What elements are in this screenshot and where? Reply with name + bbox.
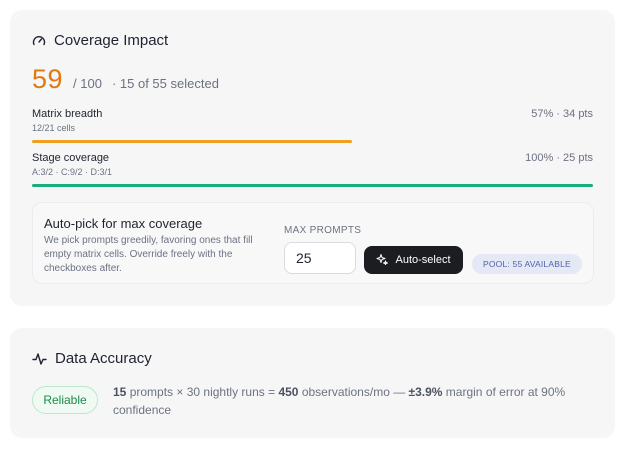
accuracy-summary: 15 prompts × 30 nightly runs = 450 obser… xyxy=(113,383,588,419)
metric-stage-coverage: Stage coverage A:3/2 · C:9/2 · D:3/1 100… xyxy=(32,152,593,188)
metric-value: 100% · 25 pts xyxy=(525,152,593,164)
metric-sub: A:3/2 · C:9/2 · D:3/1 xyxy=(32,167,113,177)
margin-value: ±3.9% xyxy=(408,385,443,399)
max-prompts-input[interactable] xyxy=(284,242,356,274)
progress-bar xyxy=(32,140,352,143)
score-row: 59 / 100 · 15 of 55 selected xyxy=(32,64,219,95)
metric-sub: 12/21 cells xyxy=(32,123,76,133)
coverage-title: Coverage Impact xyxy=(32,32,168,49)
reliability-badge: Reliable xyxy=(32,386,98,414)
autopick-description: We pick prompts greedily, favoring ones … xyxy=(44,235,253,274)
auto-select-label: Auto-select xyxy=(395,254,451,266)
gauge-icon xyxy=(32,34,46,48)
auto-select-button[interactable]: Auto-select xyxy=(364,246,463,274)
max-prompts-label: MAX PROMPTS xyxy=(284,225,362,236)
coverage-score: 59 xyxy=(32,64,64,94)
progress-bar xyxy=(32,184,593,187)
accuracy-title: Data Accuracy xyxy=(32,350,152,367)
margin-text: margin of error at 90% confidence xyxy=(113,385,566,417)
metric-label: Matrix breadth xyxy=(32,108,103,120)
prompts-count: 15 xyxy=(113,385,127,399)
metric-label: Stage coverage xyxy=(32,152,110,164)
pulse-icon xyxy=(32,352,47,366)
autopick-title: Auto-pick for max coverage xyxy=(44,216,203,231)
sparkle-icon xyxy=(376,253,389,268)
observations-count: 450 xyxy=(278,385,299,399)
metric-matrix-breadth: Matrix breadth 12/21 cells 57% · 34 pts xyxy=(32,108,593,144)
pool-badge: POOL: 55 AVAILABLE xyxy=(472,254,582,274)
accuracy-title-text: Data Accuracy xyxy=(55,350,152,367)
metric-value: 57% · 34 pts xyxy=(531,108,593,120)
score-total: / 100 xyxy=(73,76,102,91)
observations-text: observations/mo — xyxy=(298,385,409,399)
coverage-impact-card: Coverage Impact 59 / 100 · 15 of 55 sele… xyxy=(10,10,615,306)
prompts-text: prompts × 30 nightly runs = xyxy=(126,385,279,399)
data-accuracy-card: Data Accuracy Reliable 15 prompts × 30 n… xyxy=(10,328,615,438)
selected-count: · 15 of 55 selected xyxy=(111,76,219,91)
autopick-panel: Auto-pick for max coverage We pick promp… xyxy=(32,202,594,284)
coverage-title-text: Coverage Impact xyxy=(54,32,169,49)
